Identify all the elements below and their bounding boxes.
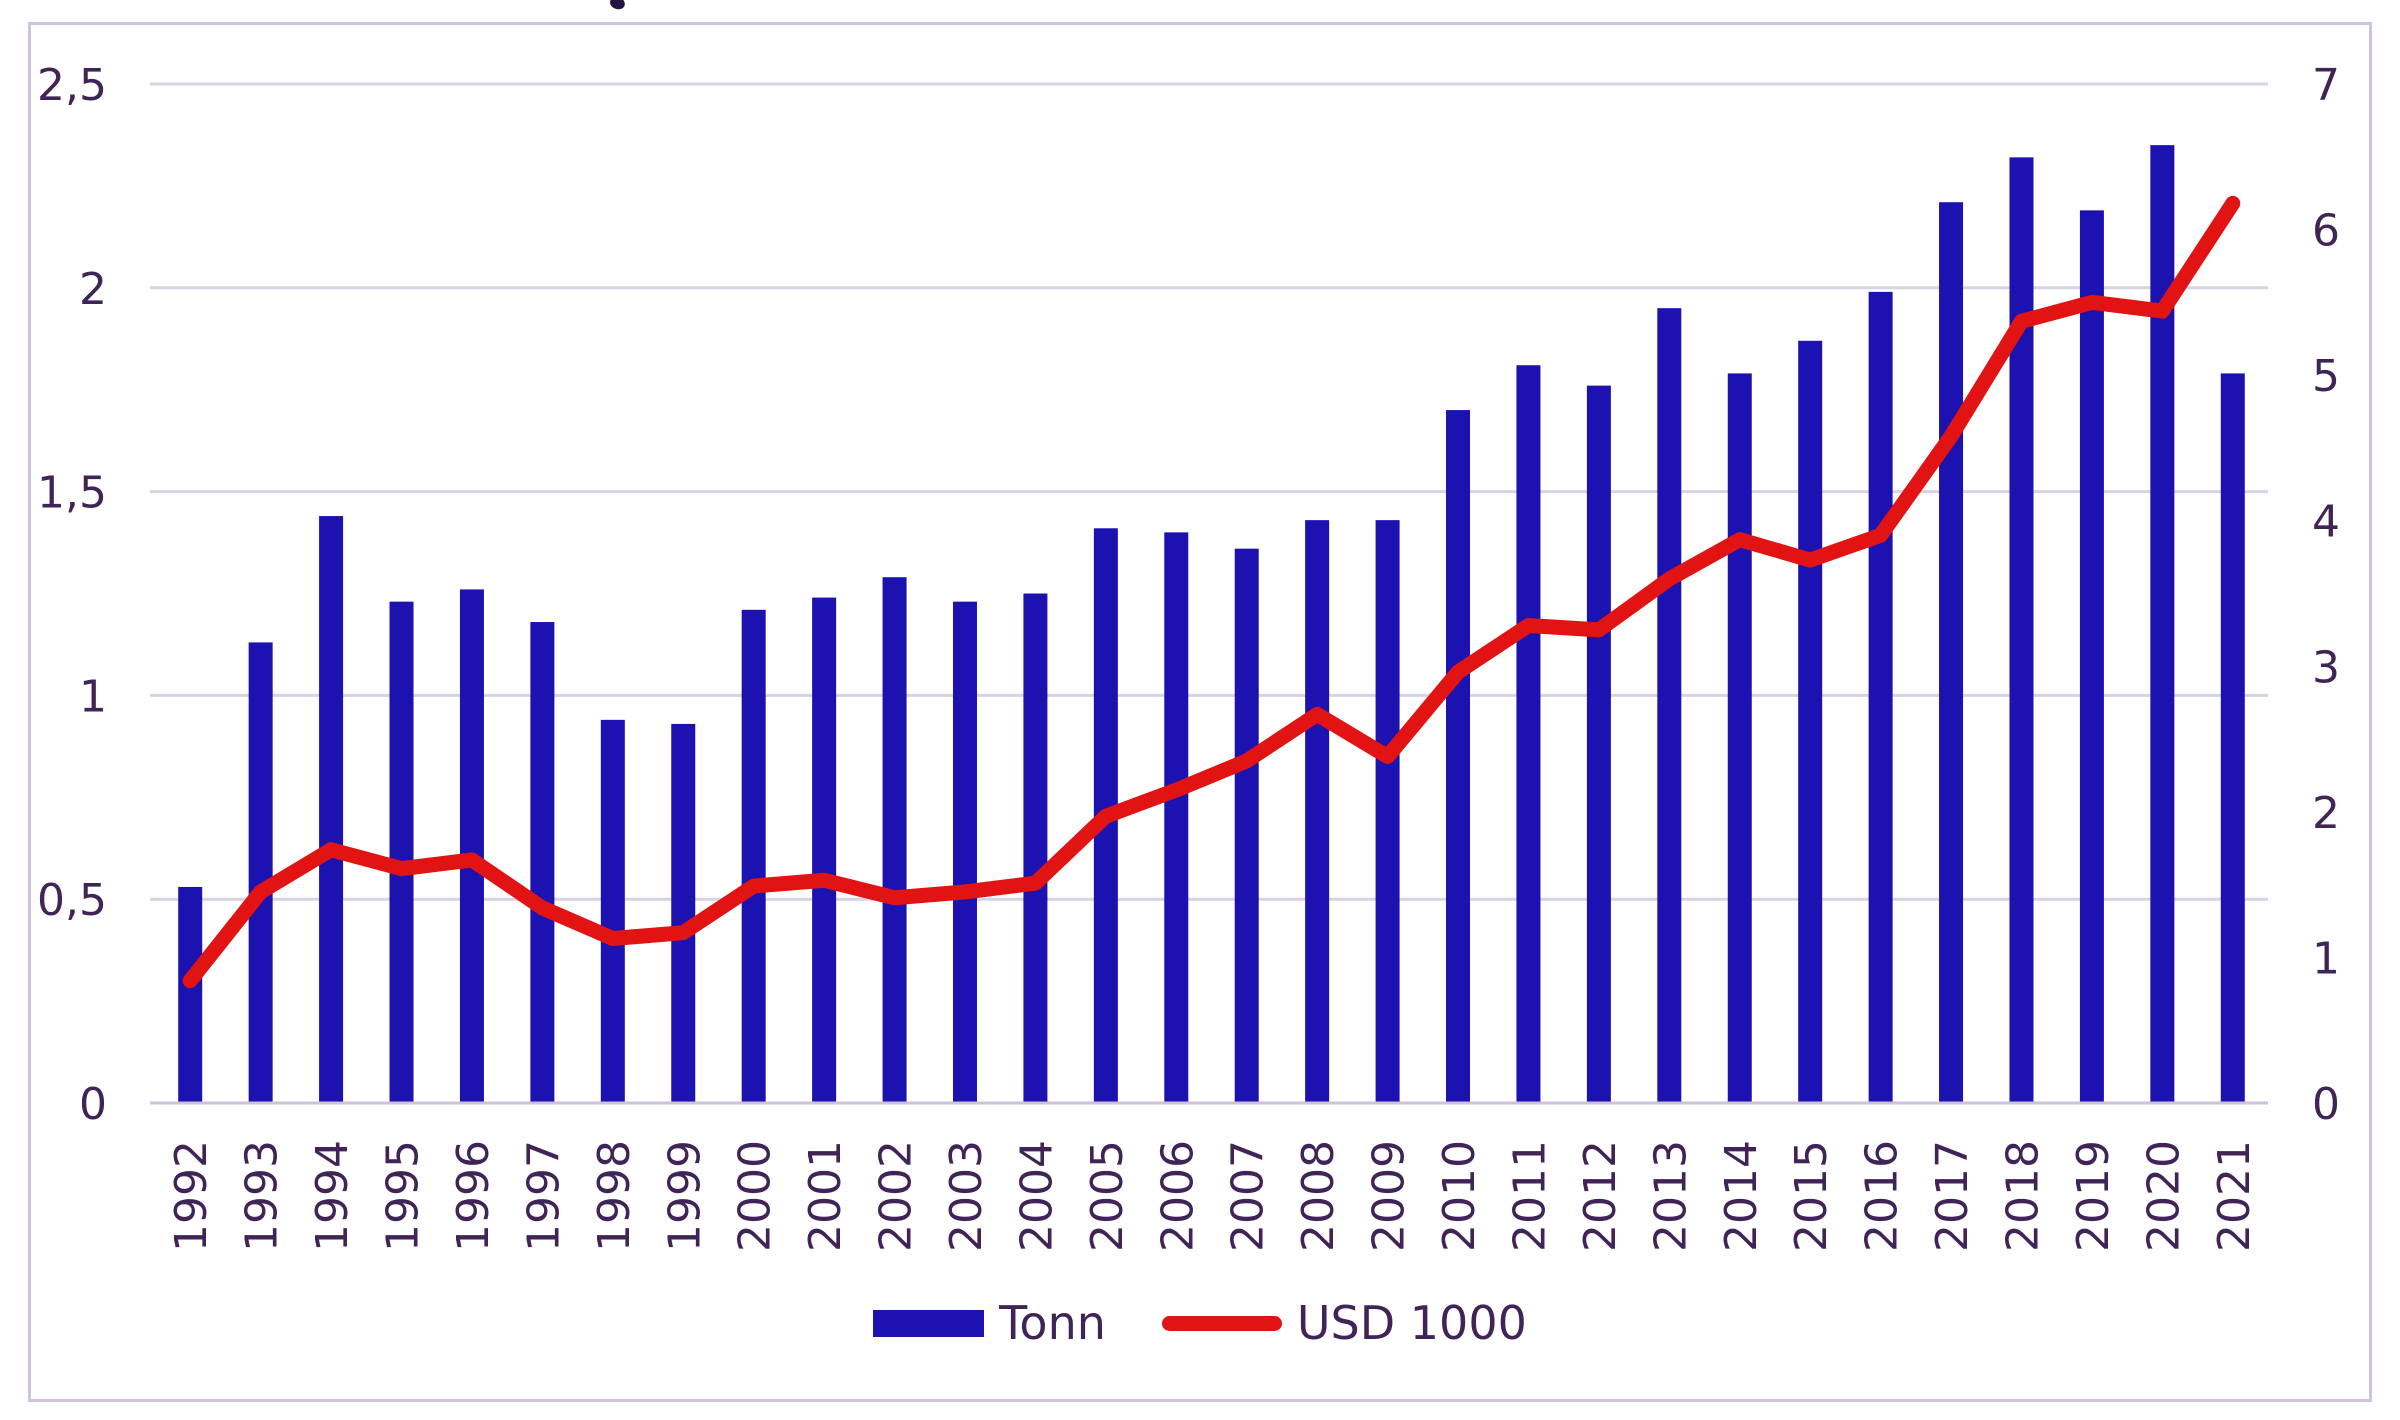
bar-2000 [741,609,766,1103]
x-tick-2017: 2017 [1927,1140,1978,1252]
x-tick-2006: 2006 [1152,1140,1203,1252]
x-tick-2018: 2018 [1997,1140,2048,1252]
x-tick-2011: 2011 [1504,1140,1555,1252]
x-tick-2021: 2021 [2209,1140,2260,1252]
x-tick-2019: 2019 [2068,1140,2119,1252]
x-tick-2001: 2001 [800,1140,851,1252]
bar-2019 [2079,210,2104,1103]
bar-1993 [248,642,273,1103]
bar-2018 [2009,157,2034,1104]
x-tick-1993: 1993 [237,1140,288,1252]
x-tick-2013: 2013 [1645,1140,1696,1252]
bar-2021 [2220,373,2245,1103]
x-tick-1992: 1992 [166,1140,217,1252]
bar-2015 [1798,340,1823,1104]
x-tick-2005: 2005 [1082,1140,1133,1252]
right-axis-tick-0: 0 [2312,1079,2340,1130]
bar-2017 [1939,202,1964,1104]
left-axis-tick-2,5: 2,5 [37,60,107,111]
bar-2016 [1868,291,1893,1104]
line-series [182,195,2241,989]
left-axis-tick-0: 0 [79,1079,107,1130]
legend-item-tonn: Tonn [873,1296,1106,1350]
x-tick-2004: 2004 [1011,1140,1062,1252]
bar-1995 [389,601,414,1103]
right-axis-tick-4: 4 [2312,497,2340,548]
bar-2011 [1516,365,1541,1103]
bar-2013 [1657,308,1682,1103]
left-axis-tick-1,5: 1,5 [37,468,107,519]
right-axis-tick-1: 1 [2312,933,2340,984]
bar-1996 [459,589,484,1103]
bar-2007 [1234,548,1259,1103]
left-axis-tick-0,5: 0,5 [37,875,107,926]
legend-label-usd1000: USD 1000 [1296,1296,1527,1350]
bar-2001 [812,597,837,1103]
x-tick-2015: 2015 [1786,1140,1837,1252]
x-tick-2003: 2003 [941,1140,992,1252]
x-tick-1994: 1994 [307,1140,358,1252]
x-tick-2007: 2007 [1223,1140,1274,1252]
chart-frame [28,22,2372,1402]
legend: Tonn USD 1000 [0,1296,2400,1350]
bar-2006 [1164,532,1189,1103]
x-tick-2009: 2009 [1364,1140,1415,1252]
x-tick-1999: 1999 [659,1140,710,1252]
bar-2002 [882,577,907,1103]
legend-line-swatch [1161,1315,1282,1331]
bar-1999 [671,723,696,1103]
right-axis-tick-3: 3 [2312,642,2340,693]
x-tick-1998: 1998 [589,1140,640,1252]
legend-label-tonn: Tonn [999,1296,1106,1350]
x-tick-2014: 2014 [1716,1140,1767,1252]
bar-2014 [1727,373,1752,1103]
left-axis-tick-2: 2 [79,264,107,315]
x-tick-2016: 2016 [1857,1140,1908,1252]
bar-2009 [1375,520,1400,1103]
bar-2008 [1305,520,1330,1103]
bar-1997 [530,622,555,1103]
x-tick-2020: 2020 [2138,1140,2189,1252]
x-tick-1996: 1996 [448,1140,499,1252]
bar-2012 [1586,385,1611,1103]
bar-1994 [319,516,344,1103]
legend-bar-swatch [873,1309,985,1337]
legend-item-usd1000: USD 1000 [1161,1296,1527,1350]
x-tick-2002: 2002 [871,1140,922,1252]
bar-2010 [1446,410,1471,1104]
bar-1998 [600,719,625,1103]
x-tick-2008: 2008 [1293,1140,1344,1252]
x-tick-1997: 1997 [518,1140,569,1252]
right-axis-tick-7: 7 [2312,60,2340,111]
right-axis-tick-2: 2 [2312,788,2340,839]
right-axis-tick-6: 6 [2312,206,2340,257]
right-axis-tick-5: 5 [2312,351,2340,402]
bar-2003 [952,601,977,1103]
x-tick-2012: 2012 [1575,1140,1626,1252]
bar-1992 [178,886,203,1103]
bar-2004 [1023,593,1048,1103]
left-axis-tick-1: 1 [79,671,107,722]
x-tick-1995: 1995 [378,1140,429,1252]
x-tick-2010: 2010 [1434,1140,1485,1252]
x-tick-2000: 2000 [730,1140,781,1252]
